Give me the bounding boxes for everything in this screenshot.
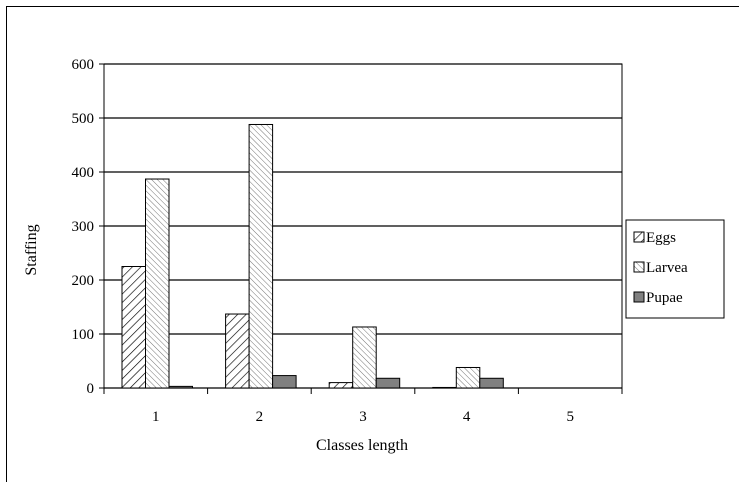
legend-swatch-eggs xyxy=(633,231,645,243)
bar-larvea-1 xyxy=(145,178,170,389)
bar-pupae-2 xyxy=(272,375,297,389)
legend-swatch-pupae xyxy=(633,291,645,303)
y-tick-label: 500 xyxy=(72,111,95,127)
bar-larvea-4 xyxy=(455,366,481,389)
legend-label-pupae: Pupae xyxy=(646,290,683,306)
x-tick-label: 2 xyxy=(256,409,264,425)
legend: Eggs Larvea Pupae xyxy=(625,219,725,319)
x-tick-label: 4 xyxy=(463,409,471,425)
x-tick-labels: 1 2 3 4 5 xyxy=(152,409,574,425)
y-tick-label: 400 xyxy=(72,165,95,181)
bar-pupae-3 xyxy=(375,377,401,389)
chart-frame xyxy=(6,6,739,482)
y-axis-title: Staffing xyxy=(23,224,40,275)
legend-swatch-larvea xyxy=(633,261,645,273)
y-tick-label: 300 xyxy=(72,219,95,235)
bar-eggs-2 xyxy=(225,313,250,389)
bar-eggs-3 xyxy=(328,382,354,389)
x-tick-label: 3 xyxy=(359,409,367,425)
x-tick-label: 5 xyxy=(566,409,574,425)
axes xyxy=(99,63,623,394)
bar-larvea-2 xyxy=(248,123,274,389)
bar-larvea-3 xyxy=(352,326,377,389)
bars xyxy=(121,123,504,389)
y-tick-label: 200 xyxy=(72,273,95,289)
bar-eggs-1 xyxy=(121,266,146,389)
bar-pupae-4 xyxy=(479,377,504,389)
x-tick-label: 1 xyxy=(152,409,160,425)
y-tick-label: 0 xyxy=(87,381,95,397)
legend-label-eggs: Eggs xyxy=(646,230,676,246)
y-tick-label: 100 xyxy=(72,327,95,343)
x-axis-title: Classes length xyxy=(316,437,408,454)
y-tick-label: 600 xyxy=(72,57,95,73)
legend-label-larvea: Larvea xyxy=(646,260,688,276)
y-tick-labels: 0 100 200 300 400 500 600 xyxy=(72,57,95,397)
